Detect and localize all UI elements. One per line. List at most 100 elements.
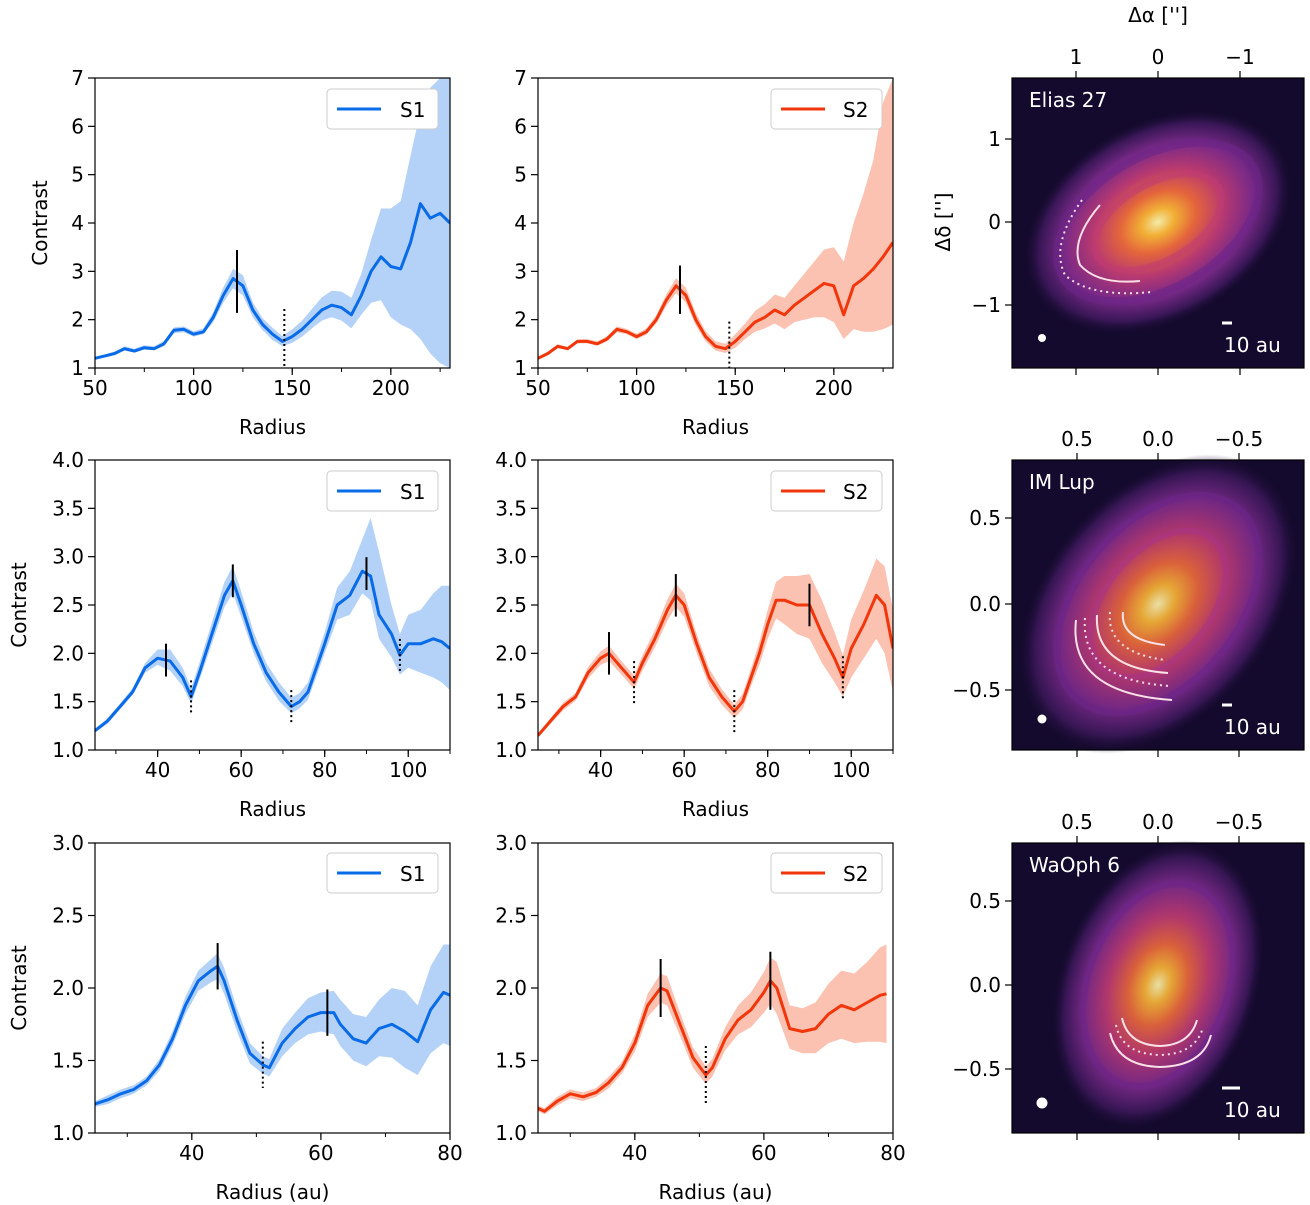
y-tick-label: 5 [71,163,84,187]
dec-tick-label: 1 [988,127,1001,151]
y-tick-label: 2 [71,308,84,332]
y-tick-label: 4 [71,211,84,235]
ra-tick-label: −1 [1225,45,1254,69]
y-tick-label: 1 [71,356,84,380]
disk-emission [1050,839,1266,1131]
y-tick-label: 4.0 [495,448,527,472]
y-tick-label: 2.0 [495,641,527,665]
x-tick-label: 60 [671,758,696,782]
dec-tick-label: −0.5 [952,678,1001,702]
y-tick-label: 1.0 [52,1121,84,1145]
disk-name: WaOph 6 [1029,853,1120,877]
y-tick-label: 3.0 [52,831,84,855]
peak-arc [1109,1032,1212,1069]
dec-tick-label: 0 [988,210,1001,234]
y-axis-label: Contrast [7,945,31,1031]
legend-box [770,88,883,130]
legend: S2 [770,88,883,130]
y-tick-label: 2.0 [52,641,84,665]
ra-tick-label: 1 [1070,45,1083,69]
plot-waoph6-s2: 40 60 80 1.0 1.5 2.0 2.5 3.0 S2 Radius (au) [495,831,906,1204]
legend-label: S2 [843,862,868,886]
legend-label: S2 [843,480,868,504]
ra-tick-label: 0.0 [1142,810,1174,834]
scale-label: 10 au [1224,333,1281,357]
legend-label: S1 [400,480,425,504]
uncertainty-band [538,558,893,738]
y-tick-label: 2.5 [52,593,84,617]
x-axis-label: Radius [239,415,306,439]
plot-elias27-s2: 50 100 150 200 1 2 3 4 5 6 7 S2 Radius [514,66,894,439]
legend-box [326,470,439,512]
y-axis-label: Contrast [7,562,31,648]
y-tick-label: 4 [514,211,527,235]
y-tick-label: 6 [514,114,527,138]
x-axis-label: Radius [682,797,749,821]
y-tick-label: 4.0 [52,448,84,472]
x-tick-label: 80 [312,758,337,782]
y-tick-label: 3 [514,259,527,283]
y-tick-label: 5 [514,163,527,187]
ra-tick-label: 0.5 [1061,427,1093,451]
y-tick-label: 2.0 [495,976,527,1000]
legend-label: S1 [400,862,425,886]
legend-label: S2 [843,98,868,122]
y-tick-label: 3.0 [495,831,527,855]
dec-tick-label: 0.0 [969,973,1001,997]
dec-axis-label: Δδ [''] [931,193,955,252]
disk-emission [1017,454,1299,754]
y-tick-label: 3.0 [495,545,527,569]
legend: S2 [770,470,883,512]
series-line [95,964,450,1106]
disk-name: Elias 27 [1029,88,1107,112]
legend: S1 [326,88,439,130]
y-tick-label: 2.5 [495,593,527,617]
y-tick-label: 1.5 [495,690,527,714]
x-tick-label: 50 [82,376,107,400]
legend-box [770,852,883,894]
x-tick-label: 40 [588,758,613,782]
beam-marker [1038,334,1046,342]
y-tick-label: 1.5 [495,1049,527,1073]
x-tick-label: 80 [437,1141,462,1165]
x-tick-label: 200 [815,376,853,400]
dec-tick-label: −1 [972,293,1001,317]
x-tick-label: 200 [372,376,410,400]
peak-arc [1074,619,1173,701]
ring-arcs [1074,611,1173,701]
legend-box [326,852,439,894]
y-tick-label: 3.0 [52,545,84,569]
ring-arcs [1059,199,1153,295]
peak-arc [1076,204,1141,283]
trough-arc [1083,617,1171,687]
x-tick-label: 60 [308,1141,333,1165]
uncertainty-band [538,944,887,1115]
legend: S1 [326,852,439,894]
legend-box [770,470,883,512]
plot-imlup-s1: 40 60 80 100 1.0 1.5 2.0 2.5 3.0 3.5 4.0 S1 Radius… [7,448,451,821]
y-tick-label: 1.0 [495,1121,527,1145]
peak-arc [1095,614,1169,674]
trough-arc [1108,611,1166,661]
disk-emission [1022,109,1294,335]
dec-tick-label: 0.5 [969,506,1001,530]
series-line [538,593,893,737]
y-tick-label: 1.5 [52,1049,84,1073]
plot-elias27-s1: 50 100 150 200 1 2 3 4 5 6 7 S1 Radius Contrast [28,66,451,439]
dec-tick-label: −0.5 [952,1057,1001,1081]
y-tick-label: 1.0 [495,738,527,762]
disk-name: IM Lup [1029,470,1095,494]
ra-tick-label: −0.5 [1215,427,1264,451]
y-axis-label: Contrast [28,180,52,266]
y-tick-label: 7 [71,66,84,90]
x-tick-label: 40 [179,1141,204,1165]
y-tick-label: 2.0 [52,976,84,1000]
trough-arc [1059,199,1153,295]
x-tick-label: 40 [622,1141,647,1165]
ra-tick-label: −0.5 [1215,810,1264,834]
y-tick-label: 3 [71,259,84,283]
x-tick-label: 80 [755,758,780,782]
series-line [538,241,893,360]
y-tick-label: 7 [514,66,527,90]
x-tick-label: 60 [751,1141,776,1165]
